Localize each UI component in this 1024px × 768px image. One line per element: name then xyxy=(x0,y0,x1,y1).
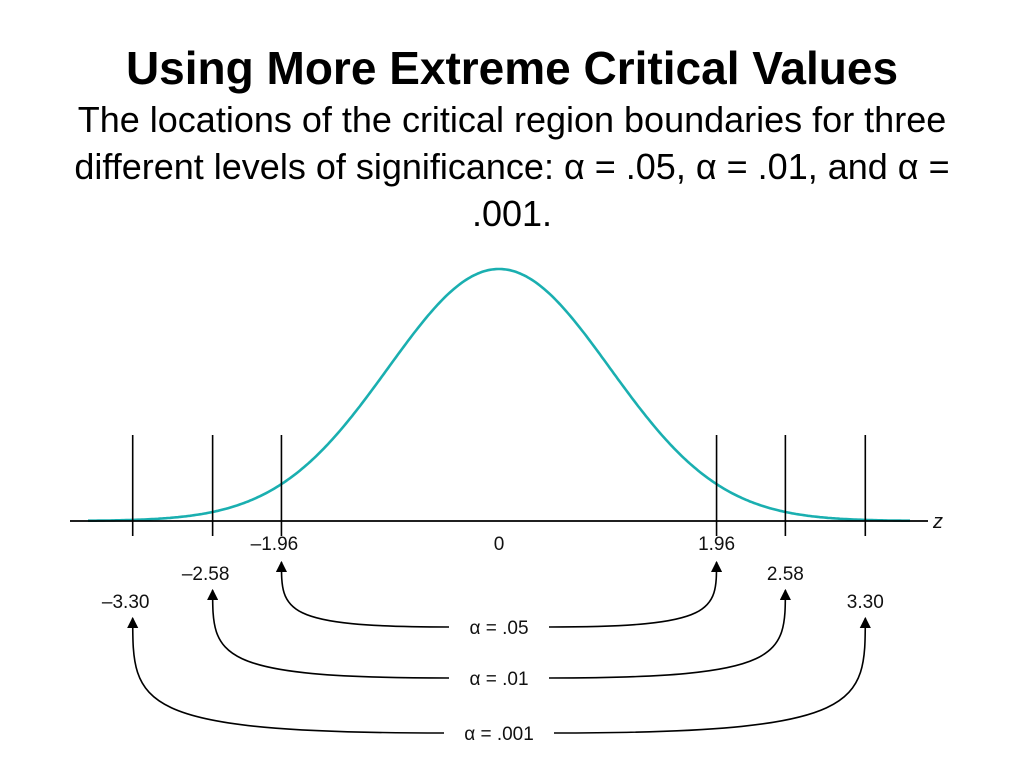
level-alpha-001: –3.30 3.30 α = .001 xyxy=(102,435,884,745)
alpha-label: α = .01 xyxy=(469,669,528,690)
slide-title: Using More Extreme Critical Values xyxy=(125,42,899,94)
center-tick-label: 0 xyxy=(494,534,505,555)
alpha-label: α = .001 xyxy=(464,724,534,745)
right-critical-value-label: 2.58 xyxy=(767,564,804,585)
significance-levels: –1.96 1.96 α = .05 –2.58 2.58 α = .01 –3… xyxy=(102,435,884,745)
left-critical-value-label: –1.96 xyxy=(251,534,299,555)
left-critical-value-label: –3.30 xyxy=(102,592,150,613)
left-arrow-arc xyxy=(127,616,445,734)
right-critical-value-label: 3.30 xyxy=(847,592,884,613)
left-critical-value-label: –2.58 xyxy=(182,564,230,585)
alpha-label: α = .05 xyxy=(469,618,528,639)
slide-header: Using More Extreme Critical Values The l… xyxy=(0,40,1024,237)
normal-curve xyxy=(88,267,910,522)
left-arrow-arc xyxy=(275,560,450,628)
level-alpha-05: –1.96 1.96 α = .05 xyxy=(251,435,735,639)
right-critical-value-label: 1.96 xyxy=(698,534,735,555)
left-arrow-arc xyxy=(207,588,450,679)
right-arrow-arc xyxy=(553,616,871,734)
right-arrow-arc xyxy=(548,588,791,679)
z-axis-label: z xyxy=(932,511,943,533)
slide-subtitle: The locations of the critical region bou… xyxy=(74,99,950,234)
right-arrow-arc xyxy=(548,560,723,628)
level-alpha-01: –2.58 2.58 α = .01 xyxy=(182,435,804,690)
